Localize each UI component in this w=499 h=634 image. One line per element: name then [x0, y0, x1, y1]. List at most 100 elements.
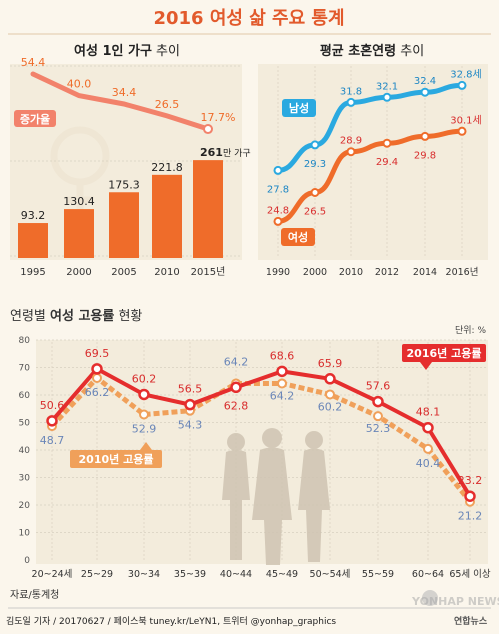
chart2-point-label: 27.8	[267, 184, 289, 195]
chart1-rate-label: 34.4	[112, 86, 137, 99]
chart3-point-2016	[276, 365, 288, 378]
chart2-x-tick: 2016년	[446, 267, 479, 278]
chart3-label-2010: 21.2	[458, 510, 483, 523]
chart1-rate-end-point	[203, 124, 213, 135]
chart2-point	[310, 140, 320, 150]
chart3-y-tick: 20	[19, 501, 31, 511]
watermark-text: YONHAP NEWS	[411, 595, 499, 608]
chart3-label-2016: 23.2	[458, 474, 483, 487]
chart3-point-2016	[46, 415, 58, 427]
chart3-series-2010	[50, 374, 472, 504]
chart3-y-tick: 80	[19, 336, 31, 346]
chart2-point	[420, 87, 430, 97]
chart3-point-2016	[324, 373, 336, 385]
chart3-point-2010	[373, 411, 383, 422]
chart2-legend-male: 남성	[282, 99, 316, 117]
chart3-label-2016: 50.6	[40, 399, 65, 412]
chart1-rate-line: 54.4 40.0 34.4 26.5 17.7%	[21, 56, 236, 135]
chart3-legend-2010: 2010년 고용률	[70, 442, 162, 468]
chart3-label-2010: 52.9	[132, 423, 157, 436]
chart1-rate-label: 54.4	[21, 56, 46, 69]
chart2-point-label: 29.3	[304, 159, 326, 170]
chart1-bar-label: 175.3	[108, 178, 140, 191]
chart3-point-2016	[230, 381, 242, 394]
chart2-point-label: 30.1세	[450, 114, 481, 126]
chart3-x-tick: 45~49	[266, 569, 298, 580]
chart3-point-2010	[423, 443, 433, 454]
chart2-point	[346, 97, 356, 107]
logo-text: 연합뉴스	[454, 615, 488, 627]
chart3-y-tick: 10	[19, 529, 31, 539]
chart3-point-2016	[184, 398, 196, 411]
chart3-point-2016	[91, 363, 103, 375]
chart2-point-label: 32.1	[376, 81, 398, 92]
chart3-point-2016	[422, 421, 434, 434]
chart3-point-2016	[138, 388, 150, 401]
chart2-x-tick: 1990	[266, 267, 290, 278]
svg-text:남성: 남성	[289, 101, 309, 115]
chart3-label-2010: 40.4	[416, 457, 441, 470]
chart2-x-tick: 2010	[339, 267, 363, 278]
chart3-label-2016: 60.2	[132, 372, 157, 385]
chart3-x-tick: 35~39	[174, 569, 206, 580]
chart3-y-tick: 0	[24, 556, 30, 566]
chart1-x-tick: 2010	[154, 267, 179, 278]
chart2-x-tick: 2000	[303, 267, 327, 278]
chart3-x-tick: 40~44	[220, 569, 252, 580]
chart2-point	[310, 188, 320, 197]
chart3-x-tick: 50~54세	[310, 569, 351, 580]
chart3-label-2010: 64.2	[270, 389, 295, 402]
chart3-label-2016: 62.8	[224, 399, 249, 412]
chart3-label-2010: 54.3	[178, 419, 203, 432]
chart2-point-label: 29.4	[376, 157, 398, 168]
chart1-bar-label: 130.4	[63, 195, 95, 208]
chart3-point-2010	[139, 409, 149, 420]
chart3-y-tick: 40	[19, 446, 31, 456]
chart3-label-2010: 64.2	[224, 355, 249, 368]
chart2-x-axis: 1990 2000 2010 2012 2014 2016년	[266, 267, 479, 278]
chart3-label-2010: 60.2	[318, 400, 343, 413]
chart1-bar-label: 221.8	[151, 161, 183, 174]
chart2-lines: 27.8 29.3 31.8 32.1 32.4 32.8세 24.8 26.5 28.9 29.…	[267, 68, 482, 226]
chart1-x-tick: 2015년	[191, 266, 226, 278]
chart3-point-2010	[92, 372, 102, 383]
female-symbol-icon	[50, 126, 110, 212]
chart3-unit: 단위: %	[455, 325, 486, 336]
chart2-x-tick: 2014	[413, 267, 437, 278]
yonhap-logo: YONHAP NEWS 연합뉴스	[411, 590, 499, 627]
chart2-point-label: 28.9	[340, 136, 362, 147]
chart1-x-axis: 1995 2000 2005 2010 2015년	[20, 266, 225, 278]
chart1-rate-tag: 증가율	[14, 110, 56, 127]
chart2-point	[382, 138, 392, 148]
chart3-label-2010: 52.3	[366, 422, 391, 435]
chart2-legend-female: 여성	[281, 228, 315, 246]
chart3-x-axis: 20~24세 25~29 30~34 35~39 40~44 45~49 50~54세 55~…	[32, 569, 491, 580]
chart2-point-label: 26.5	[304, 207, 326, 218]
chart1-rate-label: 17.7%	[201, 111, 236, 124]
source-note: 자료/통계청	[10, 589, 59, 601]
chart3-y-tick: 60	[19, 391, 31, 401]
chart3-x-tick: 25~29	[81, 569, 113, 580]
chart3-point-2016	[372, 395, 384, 408]
chart1-bar-label: 93.2	[21, 209, 46, 222]
chart2-point-label: 29.8	[414, 150, 436, 161]
chart3-label-2016: 57.6	[366, 380, 391, 393]
chart3-x-tick: 55~59	[362, 569, 394, 580]
chart3-label-2016: 68.6	[270, 349, 295, 362]
chart2-title: 평균 초혼연령 추이	[320, 43, 424, 59]
chart2-point	[457, 126, 467, 136]
chart3-x-tick: 20~24세	[32, 569, 73, 580]
chart1-rate-label: 40.0	[67, 78, 92, 91]
women-silhouette-icon	[222, 428, 330, 565]
chart1-bar-label: 261만 가구	[200, 146, 251, 159]
chart2-point	[457, 80, 467, 90]
chart3-point-2010	[325, 389, 335, 400]
chart3-x-tick: 65세 이상	[449, 569, 491, 580]
chart3-y-tick: 50	[19, 419, 31, 429]
chart3-label-2010: 48.7	[40, 434, 65, 447]
chart1-title: 여성 1인 가구 추이	[74, 43, 180, 59]
chart3-x-tick: 30~34	[128, 569, 160, 580]
chart2-point	[273, 216, 283, 226]
chart1-bar	[193, 160, 223, 258]
chart3-label-2016: 48.1	[416, 406, 441, 419]
